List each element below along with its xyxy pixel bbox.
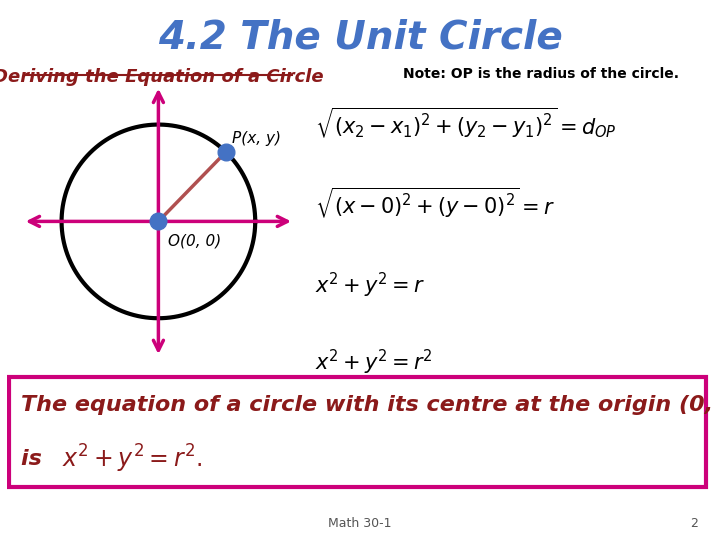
Text: $\sqrt{(x_2-x_1)^2+(y_2-y_1)^2}=d_{OP}$: $\sqrt{(x_2-x_1)^2+(y_2-y_1)^2}=d_{OP}$ [315,105,616,140]
Text: 2: 2 [690,517,698,530]
Text: $x^2+y^2=r$: $x^2+y^2=r$ [315,271,425,300]
Text: $\mathit{x}^2 + \mathit{y}^2 = \mathit{r}^2.$: $\mathit{x}^2 + \mathit{y}^2 = \mathit{r… [62,443,202,475]
Text: 4.2 The Unit Circle: 4.2 The Unit Circle [158,19,562,57]
Text: $x^2+y^2=r^2$: $x^2+y^2=r^2$ [315,348,433,377]
Text: Math 30-1: Math 30-1 [328,517,392,530]
FancyBboxPatch shape [9,377,706,487]
Text: Note: OP is the radius of the circle.: Note: OP is the radius of the circle. [403,68,679,82]
Text: P(x, y): P(x, y) [232,131,281,146]
Text: Deriving the Equation of a Circle: Deriving the Equation of a Circle [0,68,324,85]
Text: The equation of a circle with its centre at the origin (0, 0): The equation of a circle with its centre… [22,395,720,415]
Text: is: is [22,449,50,469]
Text: $\sqrt{(x-0)^2+(y-0)^2}=r$: $\sqrt{(x-0)^2+(y-0)^2}=r$ [315,185,554,220]
Text: O(0, 0): O(0, 0) [168,234,221,248]
